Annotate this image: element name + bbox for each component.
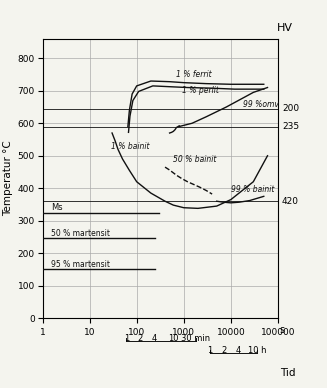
Text: 420: 420	[282, 197, 299, 206]
Text: 30 min: 30 min	[181, 334, 210, 343]
Text: 235: 235	[282, 122, 299, 131]
Text: 1: 1	[124, 334, 129, 343]
Text: Tid: Tid	[280, 368, 296, 378]
Text: 99 % bainit: 99 % bainit	[231, 185, 274, 194]
Text: 200: 200	[282, 104, 299, 113]
Text: 50 % bainit: 50 % bainit	[173, 155, 217, 164]
Text: HV: HV	[277, 23, 292, 33]
Text: 1 % bainit: 1 % bainit	[111, 142, 149, 151]
Text: 1 % perlit: 1 % perlit	[181, 86, 218, 95]
Text: 99 %omv: 99 %omv	[243, 100, 279, 109]
Text: 4: 4	[152, 334, 157, 343]
Text: 4: 4	[236, 346, 241, 355]
Text: 2: 2	[138, 334, 143, 343]
Y-axis label: Temperatur °C: Temperatur °C	[4, 140, 13, 217]
Text: 2: 2	[221, 346, 227, 355]
Text: Ms: Ms	[51, 203, 62, 212]
Text: s: s	[280, 325, 285, 335]
Text: 95 % martensit: 95 % martensit	[51, 260, 110, 269]
Text: 10: 10	[168, 334, 179, 343]
Text: 1 % ferrit: 1 % ferrit	[177, 70, 212, 79]
Text: 1: 1	[207, 346, 213, 355]
Text: 50 % martensit: 50 % martensit	[51, 229, 110, 238]
Text: 10 h: 10 h	[248, 346, 266, 355]
